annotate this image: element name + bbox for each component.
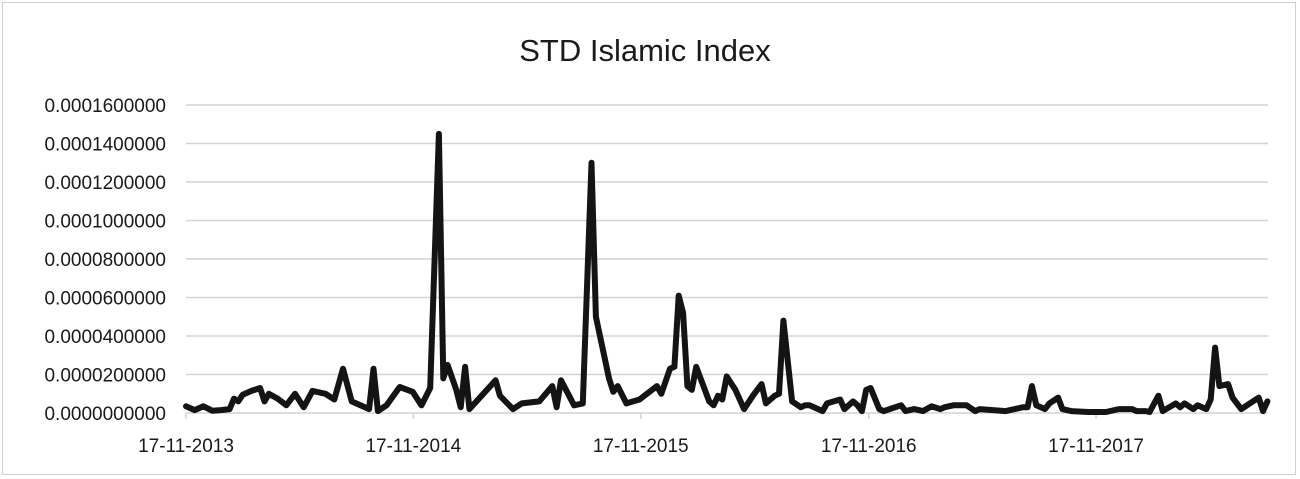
- y-tick-label: 0.0000000000: [44, 404, 166, 425]
- y-tick-label: 0.0001400000: [44, 135, 166, 156]
- x-axis-tick-labels: 17-11-2013 17-11-2014 17-11-2015 17-11-2016…: [138, 413, 1144, 457]
- y-tick-label: 0.0000600000: [44, 289, 166, 310]
- x-tick-label: 17-11-2013: [138, 436, 234, 457]
- series-layer: [183, 130, 1271, 415]
- y-axis-tick-labels: 0.0000000000 0.0000200000 0.0000400000 0.00…: [44, 96, 166, 425]
- y-tick-label: 0.0000400000: [44, 327, 166, 348]
- y-tick-label: 0.0001200000: [44, 173, 166, 194]
- y-tick-label: 0.0001600000: [44, 96, 166, 117]
- x-tick-label: 17-11-2016: [821, 436, 917, 457]
- y-tick-label: 0.0000800000: [44, 250, 166, 271]
- x-tick-label: 17-11-2014: [365, 436, 461, 457]
- series-line: [183, 130, 1271, 415]
- x-tick-label: 17-11-2017: [1048, 436, 1144, 457]
- gridlines: [186, 104, 1268, 414]
- y-tick-label: 0.0001000000: [44, 212, 166, 233]
- x-tick-label: 17-11-2015: [593, 436, 689, 457]
- chart-title: STD Islamic Index: [519, 33, 771, 68]
- y-tick-label: 0.0000200000: [44, 366, 166, 387]
